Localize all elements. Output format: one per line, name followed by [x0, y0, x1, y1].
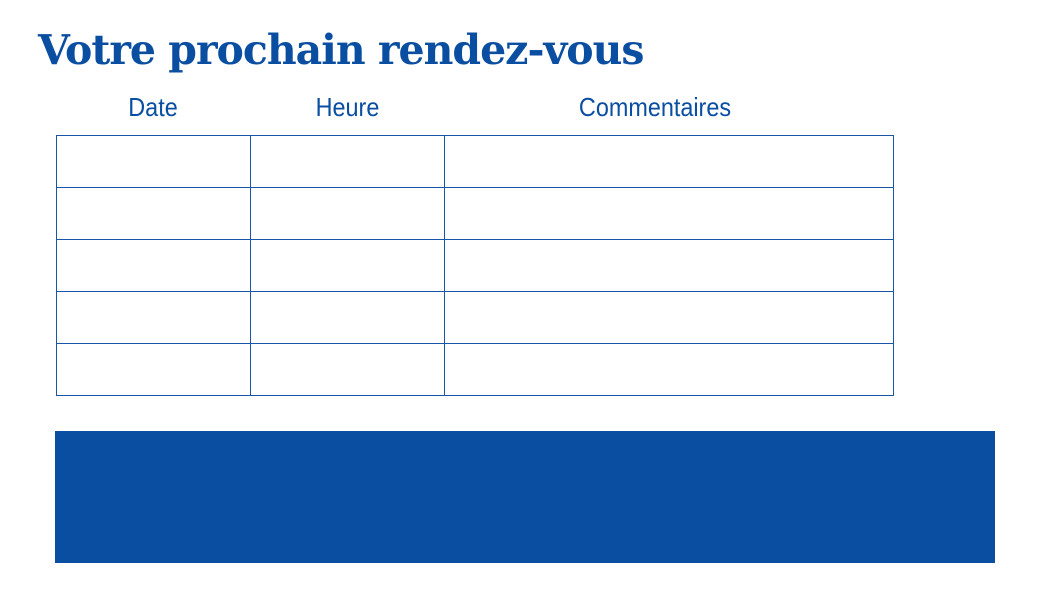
heure-cell[interactable] [250, 187, 445, 240]
table-row [56, 343, 894, 396]
commentaires-cell[interactable] [444, 239, 894, 292]
heure-cell[interactable] [250, 239, 445, 292]
footer-band [55, 431, 995, 563]
date-cell[interactable] [56, 239, 251, 292]
heure-cell[interactable] [250, 343, 445, 396]
commentaires-cell[interactable] [444, 187, 894, 240]
table-row [56, 291, 894, 344]
heure-cell[interactable] [250, 291, 445, 344]
commentaires-cell[interactable] [444, 291, 894, 344]
date-cell[interactable] [56, 187, 251, 240]
date-cell[interactable] [56, 135, 251, 188]
date-cell[interactable] [56, 343, 251, 396]
appointment-table [56, 135, 894, 396]
page-title: Votre prochain rendez-vous [38, 26, 645, 74]
table-row [56, 135, 894, 188]
table-row [56, 239, 894, 292]
column-header-heure: Heure [315, 92, 380, 122]
column-header-date: Date [128, 92, 178, 122]
table-row [56, 187, 894, 240]
column-header-commentaires: Commentaires [578, 92, 732, 122]
commentaires-cell[interactable] [444, 135, 894, 188]
heure-cell[interactable] [250, 135, 445, 188]
commentaires-cell[interactable] [444, 343, 894, 396]
date-cell[interactable] [56, 291, 251, 344]
